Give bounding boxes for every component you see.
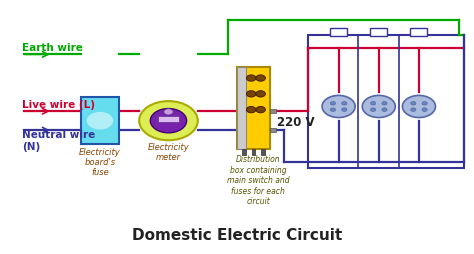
Circle shape (246, 91, 256, 97)
Bar (252, 149, 255, 155)
FancyBboxPatch shape (330, 28, 347, 36)
Text: Electricity
meter: Electricity meter (147, 143, 189, 162)
Circle shape (330, 102, 336, 105)
Bar (270, 109, 276, 114)
Circle shape (330, 108, 336, 111)
Circle shape (422, 102, 427, 105)
Circle shape (150, 108, 187, 133)
Bar (158, 116, 179, 122)
Circle shape (256, 75, 265, 81)
Circle shape (362, 96, 395, 118)
Text: Distribution
box containing
main switch and
fuses for each
circuit: Distribution box containing main switch … (227, 155, 290, 206)
Circle shape (246, 75, 256, 81)
FancyBboxPatch shape (410, 28, 428, 36)
Circle shape (371, 108, 376, 111)
Text: Live wire (L): Live wire (L) (22, 100, 95, 110)
Circle shape (382, 102, 387, 105)
Bar (81, 97, 119, 144)
Circle shape (164, 109, 173, 115)
Circle shape (256, 106, 265, 113)
Bar (261, 149, 265, 155)
Bar (242, 149, 246, 155)
Text: Earth wire: Earth wire (22, 43, 83, 53)
Text: Neutral wire
(N): Neutral wire (N) (22, 130, 95, 152)
Circle shape (342, 108, 347, 111)
Bar (237, 67, 246, 149)
Bar (270, 128, 276, 132)
Circle shape (246, 106, 256, 113)
Text: Domestic Electric Circuit: Domestic Electric Circuit (132, 228, 342, 243)
Circle shape (371, 102, 376, 105)
Text: 220 V: 220 V (277, 116, 315, 129)
Circle shape (382, 108, 387, 111)
Circle shape (322, 96, 355, 118)
Circle shape (87, 112, 113, 130)
Circle shape (402, 96, 436, 118)
Circle shape (342, 102, 347, 105)
Circle shape (410, 108, 416, 111)
Circle shape (410, 102, 416, 105)
FancyBboxPatch shape (370, 28, 387, 36)
Text: Electricity
board's
fuse: Electricity board's fuse (79, 148, 121, 177)
Circle shape (422, 108, 427, 111)
Bar (237, 67, 270, 149)
Circle shape (256, 91, 265, 97)
FancyBboxPatch shape (308, 35, 464, 168)
Circle shape (139, 101, 198, 140)
